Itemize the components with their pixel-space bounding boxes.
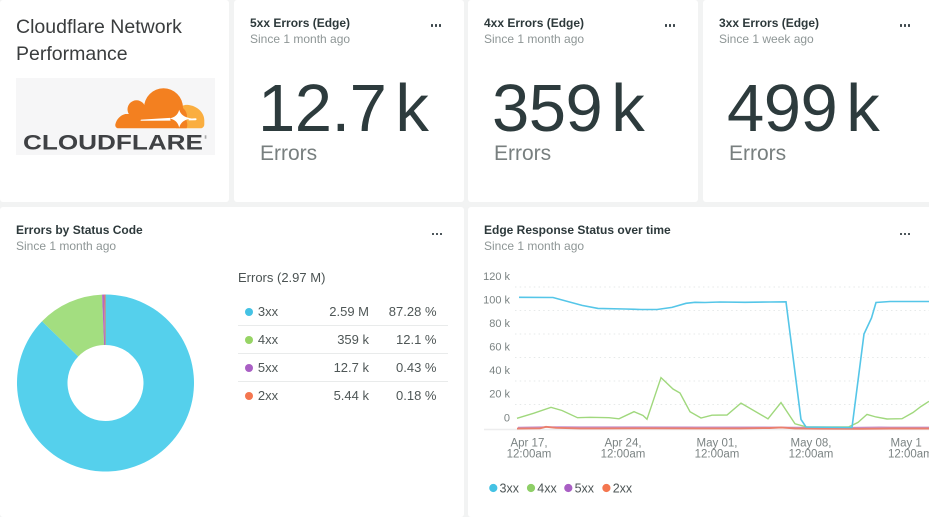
svg-text:2xx: 2xx [613, 482, 633, 496]
svg-text:May 1: May 1 [891, 438, 922, 450]
svg-text:60 k: 60 k [489, 342, 510, 354]
svg-text:0: 0 [504, 412, 510, 424]
svg-text:12:00am: 12:00am [601, 449, 646, 461]
svg-text:20 k: 20 k [489, 389, 510, 401]
svg-text:5xx: 5xx [575, 482, 595, 496]
svg-text:CLOUDFLARE: CLOUDFLARE [23, 131, 203, 155]
svg-text:4xx: 4xx [537, 482, 557, 496]
svg-text:12:00am: 12:00am [695, 449, 740, 461]
svg-text:May 01,: May 01, [697, 438, 738, 450]
svg-text:Apr 17,: Apr 17, [510, 438, 547, 450]
svg-text:120 k: 120 k [483, 271, 510, 283]
svg-text:12:00am: 12:00am [789, 449, 834, 461]
svg-text:100 k: 100 k [483, 295, 510, 307]
svg-text:May 08,: May 08, [791, 438, 832, 450]
svg-text:40 k: 40 k [489, 365, 510, 377]
svg-text:80 k: 80 k [489, 318, 510, 330]
svg-text:Apr 24,: Apr 24, [604, 438, 641, 450]
svg-text:12:00am: 12:00am [507, 449, 552, 461]
svg-text:3xx: 3xx [500, 482, 520, 496]
svg-text:12:00am: 12:00am [888, 449, 929, 461]
